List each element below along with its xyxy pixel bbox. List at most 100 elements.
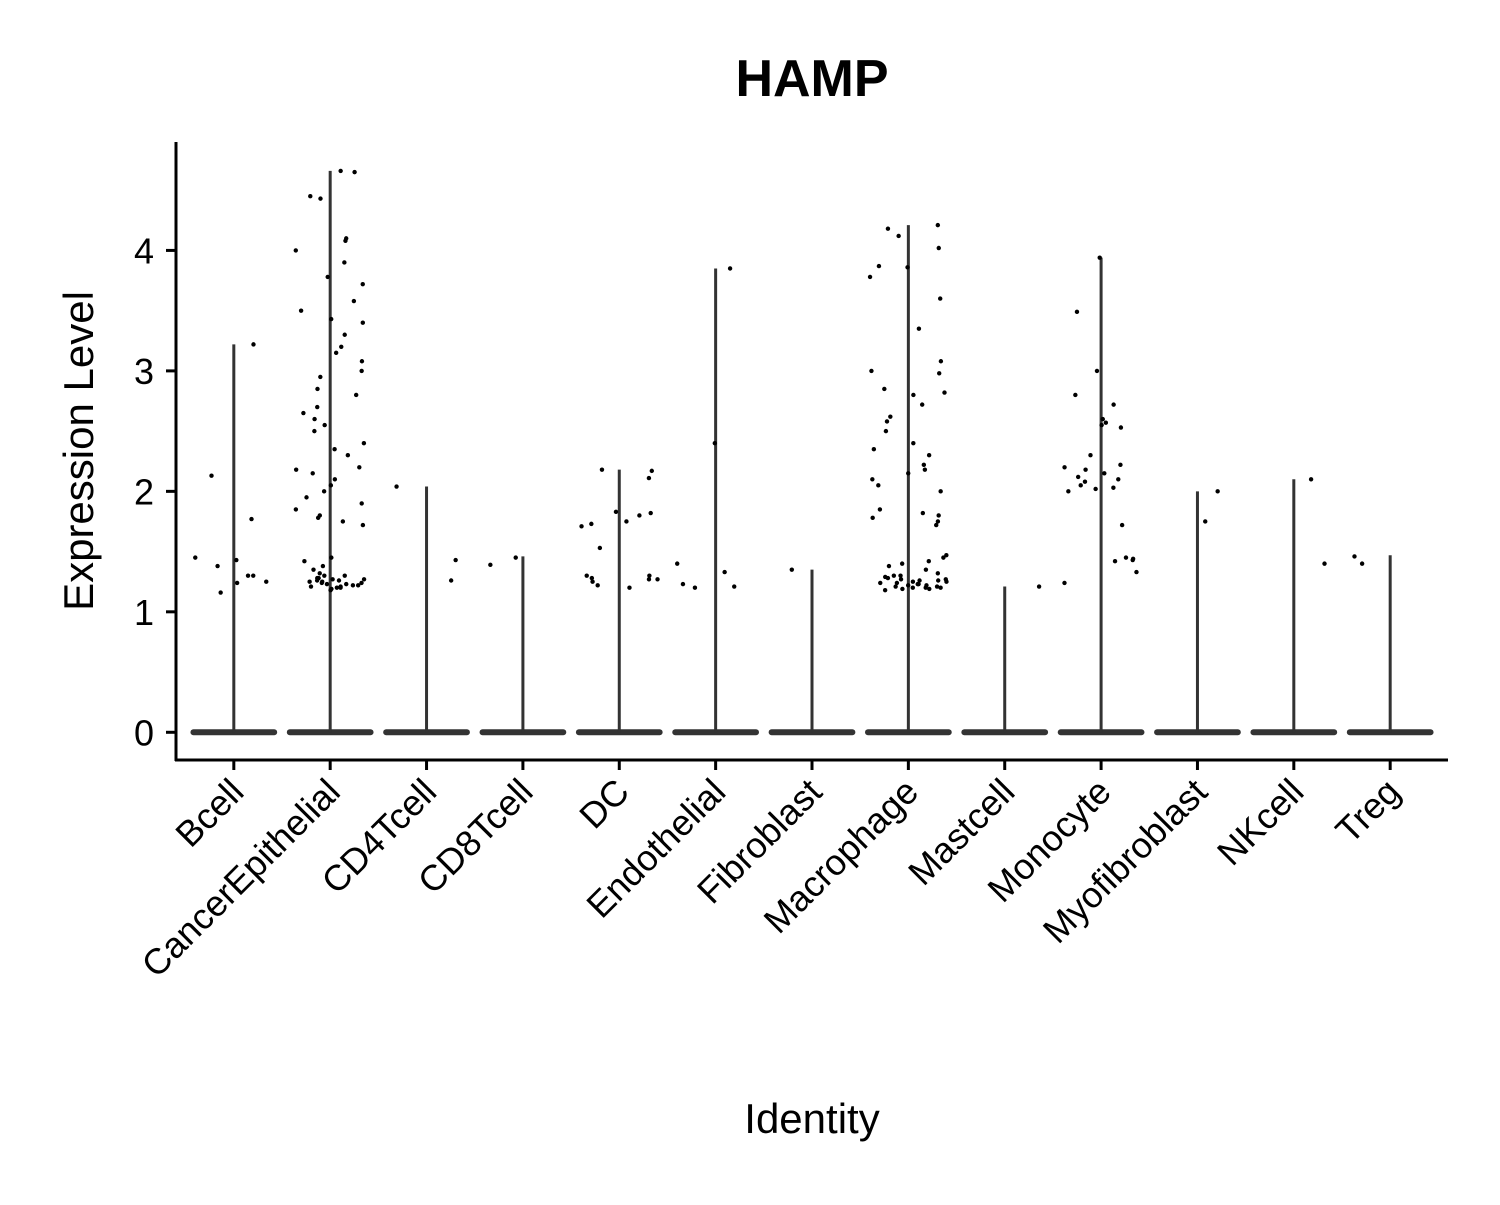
point: [877, 507, 883, 512]
point: [336, 578, 342, 583]
point: [646, 475, 652, 481]
point: [886, 563, 892, 569]
point: [692, 585, 698, 590]
y-axis-title: Expression Level: [55, 291, 102, 611]
point: [355, 583, 361, 588]
point: [896, 233, 901, 239]
point: [332, 477, 338, 482]
point: [249, 516, 254, 522]
y-tick-label: 2: [134, 471, 154, 512]
point: [722, 569, 727, 575]
point: [251, 573, 256, 578]
point: [624, 519, 629, 524]
point: [340, 519, 346, 524]
point: [293, 507, 299, 512]
point: [488, 562, 493, 568]
point: [338, 585, 343, 590]
point: [361, 577, 367, 582]
point: [941, 555, 946, 560]
point: [312, 416, 317, 422]
point: [314, 578, 320, 583]
point: [894, 580, 900, 586]
point: [883, 428, 889, 434]
point: [308, 584, 314, 589]
point: [350, 583, 356, 588]
point: [927, 586, 932, 592]
point: [905, 265, 910, 270]
point: [647, 573, 652, 578]
point: [234, 557, 239, 563]
point: [302, 559, 307, 564]
point: [328, 483, 334, 488]
point: [1130, 557, 1135, 563]
point: [1075, 474, 1081, 480]
point: [727, 266, 733, 271]
point: [353, 392, 359, 398]
point: [322, 573, 327, 578]
point: [898, 577, 904, 582]
point: [1078, 483, 1083, 488]
point: [453, 557, 458, 563]
point: [923, 585, 928, 590]
point: [732, 584, 737, 589]
point: [891, 573, 897, 578]
point: [916, 581, 921, 587]
point: [906, 471, 911, 476]
point: [869, 368, 874, 374]
point: [1093, 486, 1098, 492]
point: [1203, 519, 1208, 524]
point: [359, 501, 364, 506]
point: [646, 577, 652, 582]
point: [944, 579, 949, 584]
point: [935, 578, 941, 583]
point: [893, 584, 898, 589]
point: [308, 194, 313, 199]
point: [937, 371, 942, 376]
point: [916, 326, 922, 331]
point: [293, 248, 298, 253]
point: [589, 575, 595, 581]
point: [293, 467, 299, 472]
point: [910, 579, 916, 584]
point: [938, 359, 944, 364]
y-tick-label: 1: [134, 592, 154, 633]
point: [1094, 368, 1100, 374]
point: [899, 561, 905, 566]
point: [304, 495, 309, 500]
point: [218, 590, 223, 595]
point: [613, 509, 619, 515]
point: [944, 553, 949, 558]
point: [627, 585, 632, 590]
point: [1123, 555, 1129, 560]
point: [1099, 422, 1104, 428]
point: [938, 585, 943, 590]
point: [1359, 561, 1365, 566]
point: [919, 402, 925, 407]
point: [599, 467, 605, 472]
point: [921, 462, 927, 468]
point: [328, 587, 333, 593]
point: [870, 477, 875, 482]
point: [589, 521, 594, 527]
point: [935, 571, 941, 576]
point: [934, 522, 939, 528]
point: [359, 359, 365, 364]
point: [234, 580, 240, 586]
point: [1103, 420, 1109, 425]
point: [324, 581, 330, 587]
point: [1097, 255, 1102, 260]
point: [789, 567, 795, 572]
point: [1102, 471, 1107, 476]
point: [394, 484, 399, 489]
point: [1352, 554, 1357, 559]
point: [938, 296, 943, 301]
point: [1036, 584, 1042, 589]
point: [360, 320, 366, 325]
point: [333, 350, 339, 356]
point: [675, 561, 680, 566]
point: [360, 522, 366, 528]
point: [338, 168, 343, 174]
point: [245, 573, 251, 578]
y-tick-label: 0: [134, 712, 154, 753]
point: [215, 563, 220, 569]
